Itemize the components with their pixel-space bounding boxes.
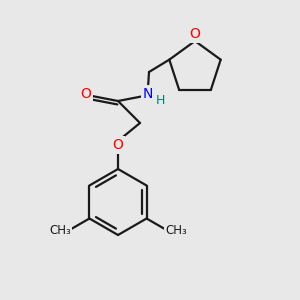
Text: O: O bbox=[190, 27, 200, 41]
Text: N: N bbox=[143, 87, 153, 101]
Text: CH₃: CH₃ bbox=[165, 224, 187, 238]
Text: CH₃: CH₃ bbox=[49, 224, 70, 238]
Text: O: O bbox=[81, 87, 92, 101]
Text: O: O bbox=[112, 138, 123, 152]
Text: H: H bbox=[155, 94, 165, 106]
